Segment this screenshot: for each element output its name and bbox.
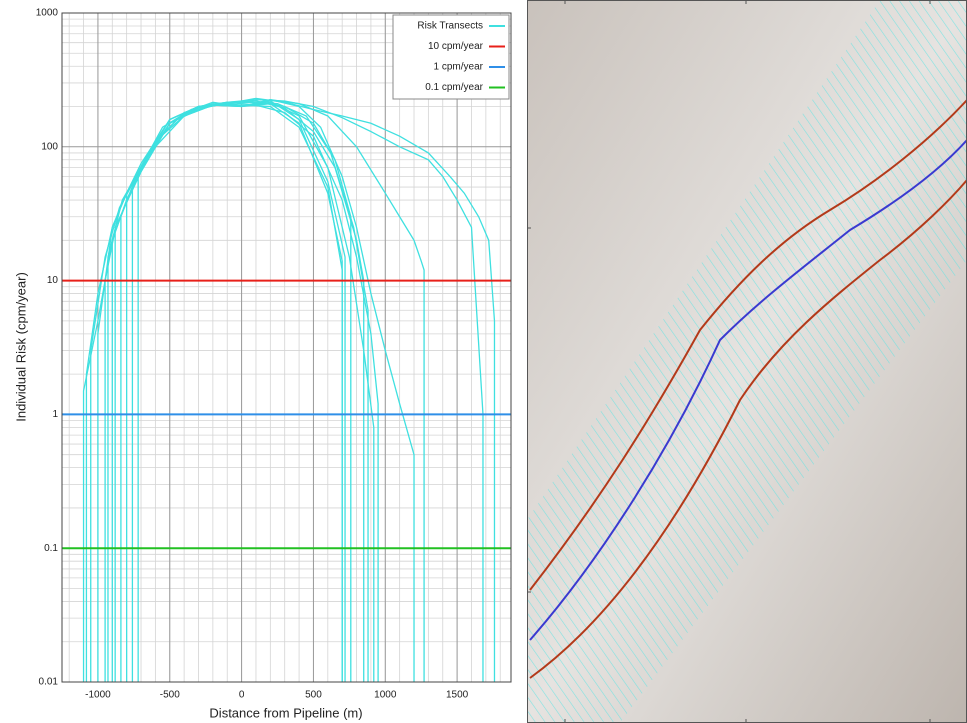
- y-axis-label: Individual Risk (cpm/year): [13, 272, 28, 422]
- x-tick-label: 0: [239, 690, 245, 701]
- legend-label: 0.1 cpm/year: [425, 82, 483, 93]
- legend-label: 10 cpm/year: [428, 41, 484, 52]
- x-tick-label: 1000: [374, 690, 397, 701]
- map-risk-contour: [529, 179, 967, 679]
- y-tick-label: 0.1: [44, 543, 58, 554]
- y-tick-label: 1: [52, 409, 58, 420]
- risk-transect: [104, 99, 484, 682]
- x-axis-label: Distance from Pipeline (m): [209, 705, 362, 720]
- legend-label: 1 cpm/year: [434, 62, 484, 73]
- map-ticks: [527, 0, 931, 723]
- risk-transect: [137, 99, 415, 682]
- legend-label: Risk Transects: [417, 21, 483, 32]
- y-tick-label: 100: [41, 141, 58, 152]
- map: [527, 0, 967, 723]
- x-tick-label: 1500: [446, 690, 469, 701]
- plot: [62, 12, 511, 683]
- legend-box: [392, 14, 510, 100]
- map-transects: [527, 0, 967, 723]
- risk-transect: [120, 101, 369, 682]
- map-risk-contour: [529, 99, 967, 591]
- y-tick-label: 0.01: [39, 677, 59, 688]
- plot-area: [62, 13, 511, 682]
- x-tick-label: -1000: [85, 690, 111, 701]
- plot-frame: [61, 12, 512, 683]
- y-tick-label: 1000: [36, 8, 59, 19]
- x-tick-label: 500: [305, 690, 322, 701]
- risk-transect: [107, 100, 365, 682]
- risk-transect: [114, 100, 346, 682]
- risk-transect: [126, 97, 496, 682]
- y-tick-label: 10: [47, 275, 59, 286]
- map-pipeline: [529, 139, 967, 641]
- x-tick-label: -500: [160, 690, 180, 701]
